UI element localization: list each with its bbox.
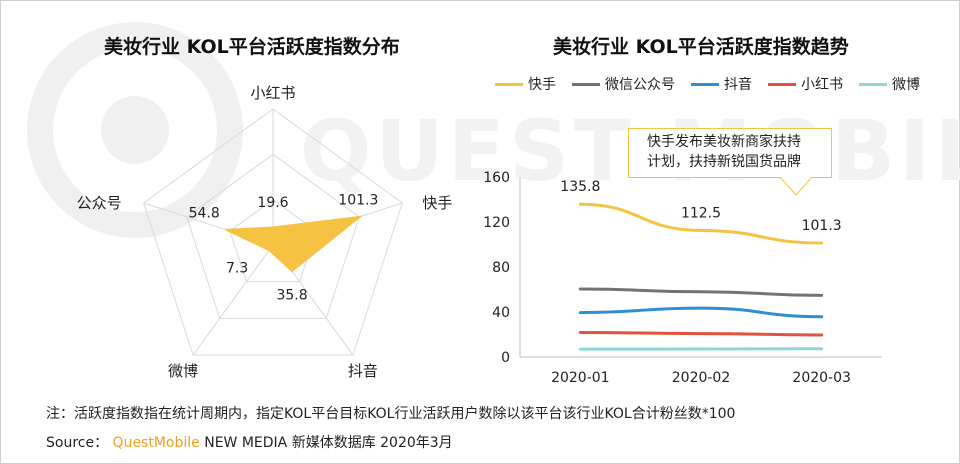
data-label-kuaishou-1: 135.8	[560, 179, 600, 195]
radar-axis-label-4: 微博	[168, 362, 198, 380]
series-line-kuaishou	[578, 202, 824, 245]
line-chart-title: 美妆行业 KOL平台活跃度指数趋势	[553, 36, 849, 58]
x-tick-label-2: 2020-02	[672, 370, 731, 386]
radar-axis-label-3: 抖音	[348, 362, 378, 380]
series-line-xiaohongshu	[578, 330, 824, 337]
annotation-box: 快手发布美妆新商家扶持 计划，扶持新锐国货品牌	[628, 128, 832, 178]
source-prefix: Source：	[46, 435, 109, 451]
radar-value-label-2: 101.3	[338, 193, 378, 209]
radar-axis-label-5: 公众号	[77, 194, 122, 212]
legend-item-5: 微博	[859, 74, 920, 94]
series-line-wechat	[578, 287, 824, 297]
data-label-kuaishou-3: 101.3	[802, 218, 842, 234]
watermark-dot	[101, 96, 169, 164]
radar-value-label-4: 7.3	[226, 260, 248, 276]
line-chart-legend: 快手 微信公众号 抖音 小红书 微博	[495, 74, 920, 94]
radar-area	[225, 215, 363, 273]
legend-swatch-3	[691, 82, 719, 86]
legend-label-3: 抖音	[724, 77, 752, 93]
data-label-kuaishou-2: 112.5	[681, 205, 721, 221]
source-brand: QuestMobile	[112, 435, 200, 451]
legend-item-3: 抖音	[691, 74, 752, 94]
y-tick-label-2: 40	[492, 305, 510, 321]
series-line-douyin	[578, 306, 824, 319]
annotation-line-1: 快手发布美妆新商家扶持	[647, 134, 801, 150]
legend-swatch-1	[495, 82, 523, 86]
legend-swatch-2	[572, 82, 600, 86]
legend-swatch-5	[859, 82, 887, 86]
radar-chart-title: 美妆行业 KOL平台活跃度指数分布	[104, 36, 400, 58]
radar-value-label-3: 35.8	[276, 287, 307, 303]
y-tick-label-5: 160	[483, 170, 510, 186]
radar-spoke-4	[192, 244, 274, 356]
source-suffix: NEW MEDIA 新媒体数据库 2020年3月	[204, 435, 453, 451]
x-tick-label-1: 2020-01	[551, 370, 610, 386]
radar-value-label-1: 19.6	[257, 195, 288, 211]
legend-item-4: 小红书	[768, 74, 843, 94]
legend-label-1: 快手	[528, 77, 556, 93]
legend-label-2: 微信公众号	[605, 77, 675, 93]
radar-value-label-5: 54.8	[189, 206, 220, 222]
legend-label-5: 微博	[892, 77, 920, 93]
legend-label-4: 小红书	[801, 77, 843, 93]
y-tick-label-1: 0	[501, 350, 510, 366]
legend-swatch-4	[768, 82, 796, 86]
radar-axis-label-1: 小红书	[250, 84, 295, 102]
radar-axis-label-2: 快手	[422, 194, 452, 212]
annotation-line-2: 计划，扶持新锐国货品牌	[647, 154, 801, 170]
legend-item-2: 微信公众号	[572, 74, 675, 94]
x-tick-label-3: 2020-03	[792, 370, 851, 386]
y-tick-label-4: 120	[483, 215, 510, 231]
radar-ring-2	[186, 153, 360, 319]
watermark-ring	[27, 22, 243, 238]
radar-ring-3	[143, 108, 403, 356]
legend-item-1: 快手	[495, 74, 556, 94]
y-tick-label-3: 80	[492, 260, 510, 276]
source-line: Source： QuestMobile NEW MEDIA 新媒体数据库 202…	[46, 432, 453, 452]
footnote: 注：活跃度指数指在统计周期内，指定KOL平台目标KOL行业活跃用户数除以该平台该…	[46, 406, 736, 422]
